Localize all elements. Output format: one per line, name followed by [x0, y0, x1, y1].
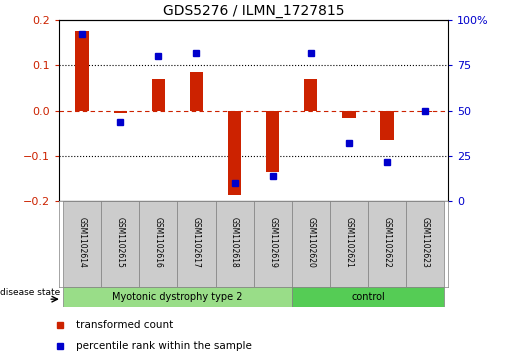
FancyBboxPatch shape — [253, 201, 292, 287]
Text: GSM1102617: GSM1102617 — [192, 217, 201, 268]
Text: GSM1102620: GSM1102620 — [306, 217, 315, 268]
FancyBboxPatch shape — [368, 201, 406, 287]
Text: GSM1102614: GSM1102614 — [78, 217, 87, 268]
Bar — [190, 72, 203, 111]
Bar — [304, 79, 317, 111]
FancyBboxPatch shape — [63, 287, 292, 307]
Bar — [75, 31, 89, 111]
FancyBboxPatch shape — [406, 201, 444, 287]
Text: GSM1102616: GSM1102616 — [154, 217, 163, 268]
FancyBboxPatch shape — [63, 201, 101, 287]
FancyBboxPatch shape — [177, 201, 215, 287]
Text: disease state: disease state — [0, 288, 60, 297]
FancyBboxPatch shape — [139, 201, 177, 287]
Bar — [266, 111, 279, 172]
Text: GSM1102622: GSM1102622 — [383, 217, 391, 268]
FancyBboxPatch shape — [330, 201, 368, 287]
Text: GSM1102618: GSM1102618 — [230, 217, 239, 268]
Text: percentile rank within the sample: percentile rank within the sample — [76, 341, 252, 351]
FancyBboxPatch shape — [292, 201, 330, 287]
Bar — [381, 111, 394, 140]
Bar — [342, 111, 356, 118]
Title: GDS5276 / ILMN_1727815: GDS5276 / ILMN_1727815 — [163, 4, 345, 17]
FancyBboxPatch shape — [101, 201, 139, 287]
Text: control: control — [351, 292, 385, 302]
FancyBboxPatch shape — [215, 201, 253, 287]
Text: GSM1102623: GSM1102623 — [421, 217, 430, 268]
Text: transformed count: transformed count — [76, 321, 174, 330]
Bar — [151, 79, 165, 111]
Bar — [228, 111, 241, 195]
FancyBboxPatch shape — [292, 287, 444, 307]
Text: GSM1102621: GSM1102621 — [345, 217, 353, 268]
Text: Myotonic dystrophy type 2: Myotonic dystrophy type 2 — [112, 292, 243, 302]
Text: GSM1102619: GSM1102619 — [268, 217, 277, 268]
Bar — [113, 111, 127, 113]
Text: GSM1102615: GSM1102615 — [116, 217, 125, 268]
